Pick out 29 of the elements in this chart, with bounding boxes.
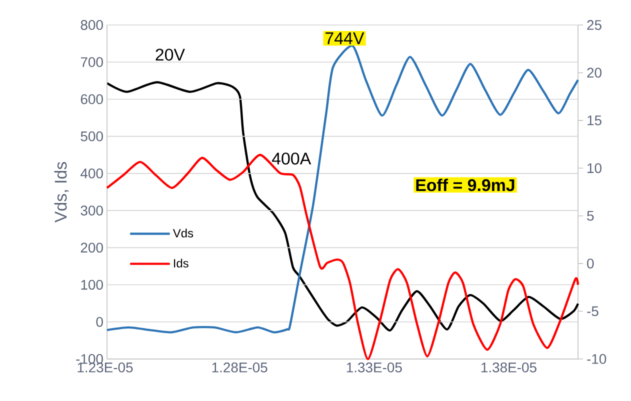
- y-tick-label: 100: [81, 280, 103, 290]
- y-tick-label: 500: [80, 131, 103, 142]
- y2-tick-label: 15: [588, 116, 602, 126]
- annotation: 400A: [272, 152, 312, 165]
- x-tick-label: 1.23E-05: [78, 362, 133, 372]
- annotation: 20V: [156, 48, 185, 61]
- y2-tick-label: -5: [587, 306, 598, 316]
- y-axis-title: Vds, Ids: [54, 162, 69, 223]
- y-tick-label: 0: [96, 316, 103, 327]
- y-tick-label: 800: [80, 20, 103, 30]
- y-tick-label: 200: [80, 242, 103, 253]
- y2-tick-label: 0: [587, 258, 594, 269]
- y2-tick-label: 20: [587, 68, 602, 78]
- y-tick-label: 700: [80, 57, 103, 68]
- y-tick-label: -100: [76, 354, 103, 364]
- y-tick-label: 600: [80, 94, 103, 104]
- legend-label: Ids: [174, 258, 188, 268]
- x-tick-label: 1.33E-05: [346, 362, 402, 372]
- y2-tick-label: -10: [587, 354, 606, 364]
- y2-tick-label: 10: [588, 163, 602, 174]
- y-tick-label: 400: [80, 168, 103, 178]
- legend-label: Vds: [172, 228, 194, 238]
- y-tick-label: 300: [80, 206, 103, 216]
- x-tick-label: 1.38E-05: [481, 362, 536, 372]
- x-tick-label: 1.28E-05: [212, 362, 268, 372]
- y2-tick-label: 25: [587, 20, 602, 30]
- annotation: 744V: [326, 32, 364, 44]
- annotation: Eoff = 9.9mJ: [416, 178, 514, 192]
- y2-tick-label: 5: [587, 210, 594, 221]
